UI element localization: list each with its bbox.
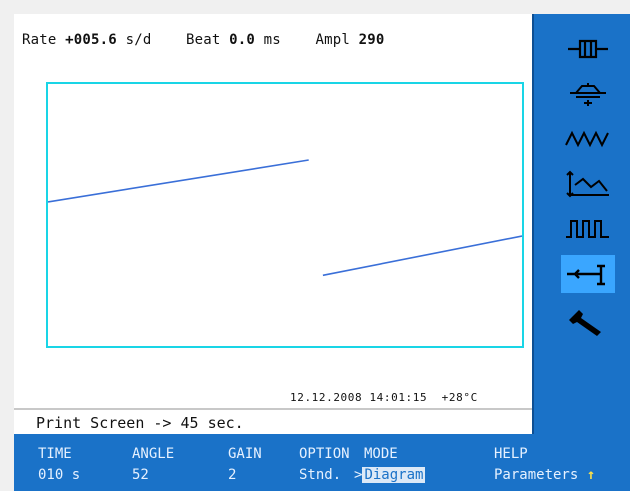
angle-label: ANGLE (132, 446, 175, 462)
time-label: TIME (38, 446, 72, 462)
option-label: OPTION (299, 446, 350, 462)
help-value: Parameters (494, 467, 579, 483)
time-value[interactable]: 010 s (38, 467, 81, 483)
status-message: Print Screen -> 45 sec. (36, 414, 244, 432)
gain-label: GAIN (228, 446, 262, 462)
beat-label: Beat (185, 32, 221, 48)
mode-value: Diagram (362, 467, 426, 483)
option-value[interactable]: Stnd. (299, 467, 342, 483)
menu-bar: TIME 010 s ANGLE 52 GAIN 2 OPTION Stnd. … (14, 434, 630, 491)
gain-value[interactable]: 2 (228, 467, 237, 483)
trace-series-2 (322, 235, 522, 277)
status-bar: Print Screen -> 45 sec. (14, 408, 532, 436)
rate-label: Rate (22, 32, 57, 48)
measurement-readout: Rate +005.6 s/d Beat 0.0 ms Ampl 290 (22, 32, 385, 48)
trace-diagram (46, 82, 524, 348)
ampl-label: Ampl (315, 32, 350, 48)
trace-series-1 (48, 159, 309, 203)
tool-sidebar (532, 14, 630, 434)
up-arrow-icon: ↑ (586, 467, 596, 483)
beat-unit: ms (263, 32, 281, 48)
rate-unit: s/d (125, 32, 152, 48)
ampl-value: 290 (358, 32, 385, 48)
mode-prefix: > (354, 467, 363, 483)
rate-value: +005.6 (65, 32, 117, 48)
escapement-icon[interactable] (561, 30, 615, 68)
microphone-stand-icon[interactable] (561, 255, 615, 293)
date-time-temperature: 12.12.2008 14:01:15 +28°C (290, 391, 478, 404)
trace-plot-svg (48, 159, 522, 277)
angle-value[interactable]: 52 (132, 467, 149, 483)
waveform-icon[interactable] (561, 120, 615, 158)
mode-label: MODE (364, 446, 398, 462)
mode-selector[interactable]: > Diagram (354, 467, 426, 483)
balance-wheel-icon[interactable] (561, 75, 615, 113)
pulse-train-icon[interactable] (561, 210, 615, 248)
help-parameters-link[interactable]: Parameters ↑ (494, 467, 595, 483)
beat-value: 0.0 (229, 32, 256, 48)
help-label: HELP (494, 446, 528, 462)
rate-graph-icon[interactable] (561, 165, 615, 203)
wrench-icon[interactable] (561, 302, 615, 340)
